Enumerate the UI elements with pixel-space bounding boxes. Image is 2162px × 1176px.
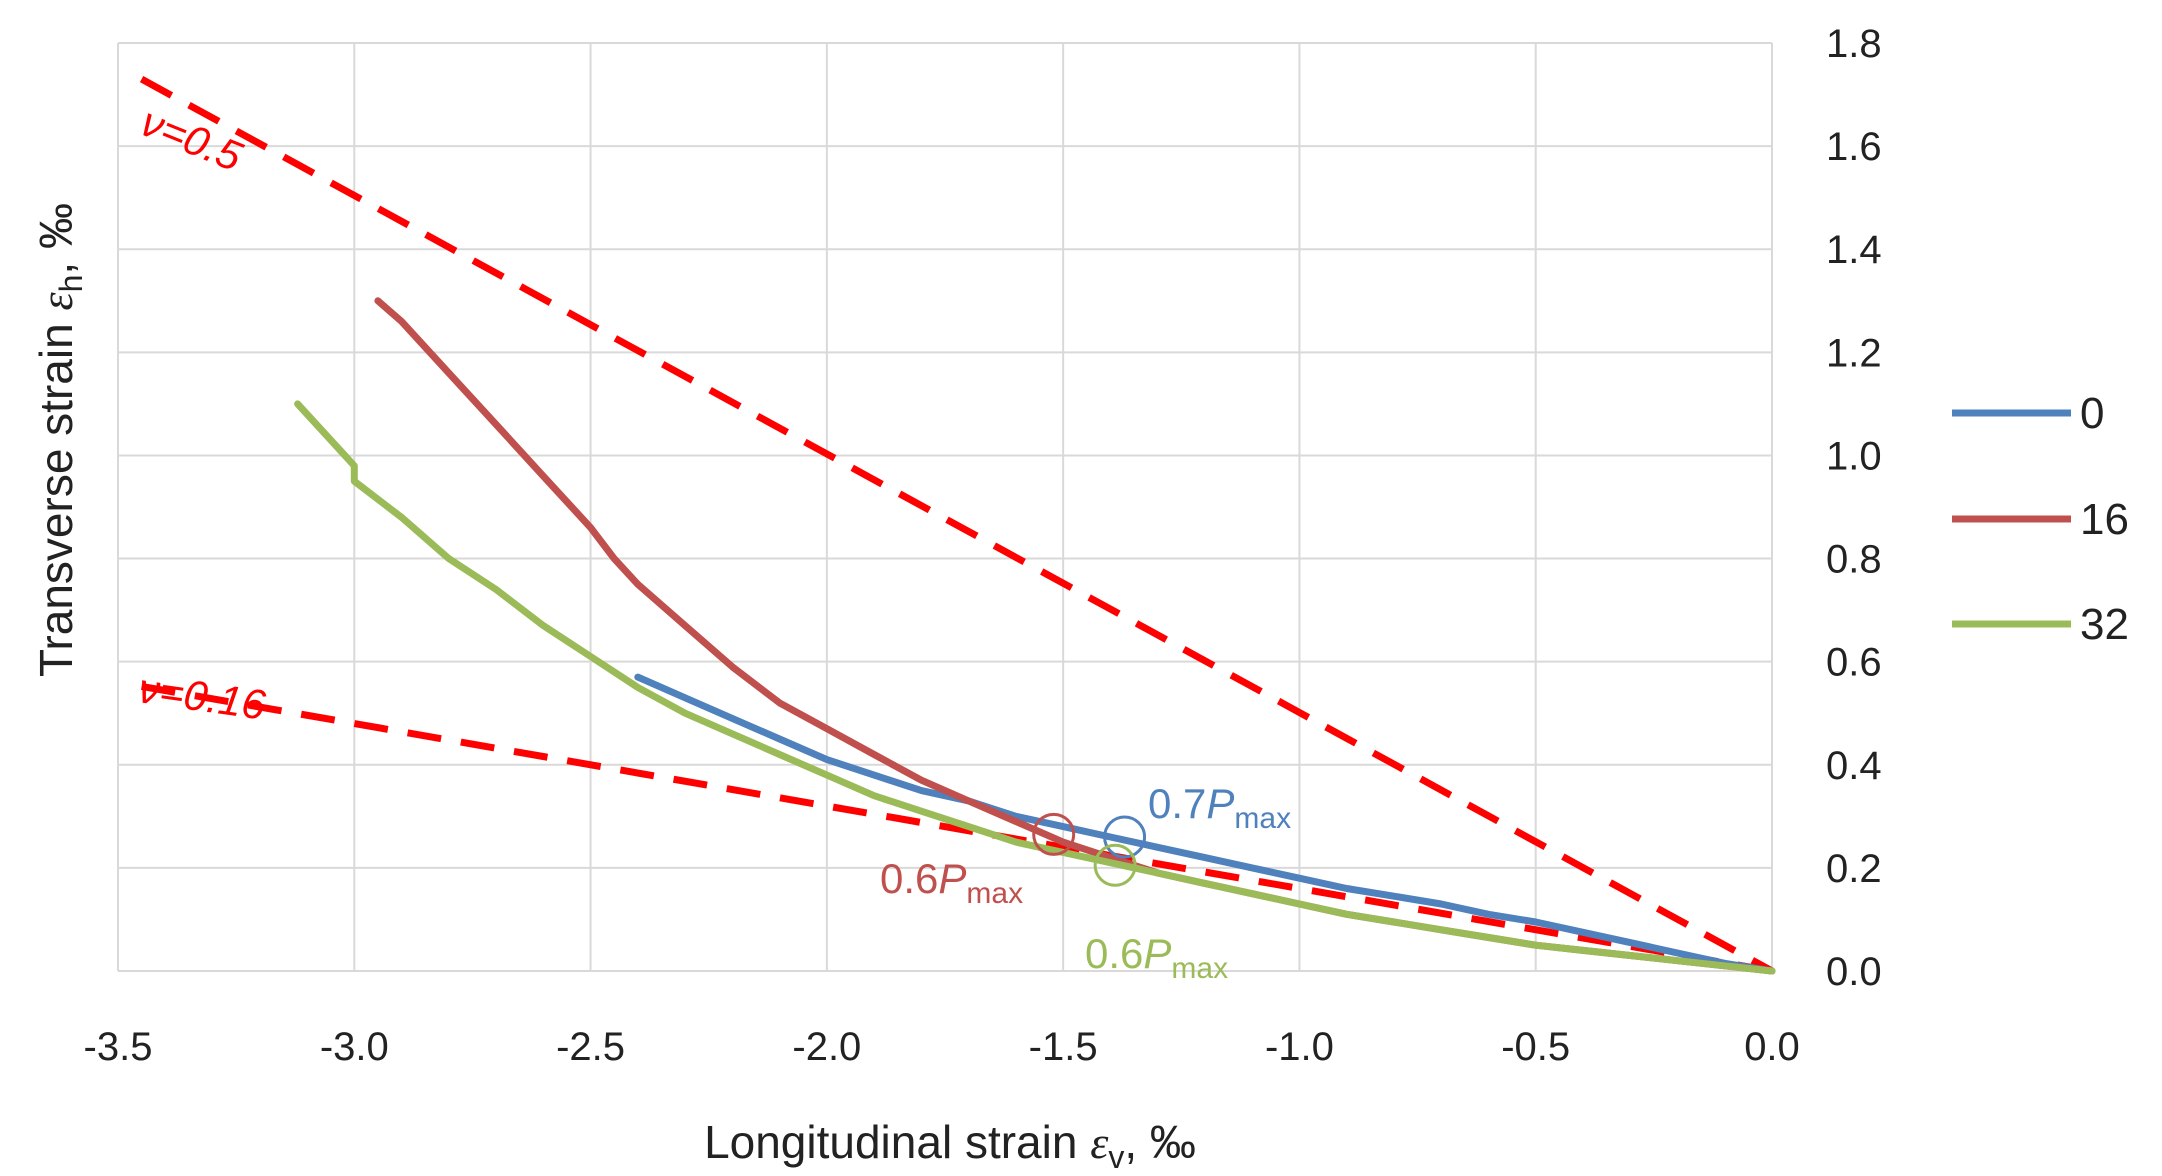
y-tick-label: 1.2: [1826, 331, 1882, 375]
marker-circle-0: [1103, 815, 1147, 859]
reference-line-labels: ν=0.5ν=0.16: [135, 98, 269, 729]
x-tick-label: -2.0: [792, 1025, 861, 1069]
reference-line: [139, 76, 1774, 975]
series-line-0: [634, 673, 1776, 975]
marker-annotation-0: 0.7Pmax: [1148, 780, 1291, 835]
x-axis-label: Longitudinal strain εv, ‰: [704, 1116, 1196, 1175]
y-tick-label: 1.8: [1826, 22, 1882, 66]
x-tick-label: -3.0: [320, 1025, 389, 1069]
reference-lines: [139, 76, 1774, 975]
y-tick-label: 0.0: [1826, 950, 1882, 994]
x-tick-label: -0.5: [1501, 1025, 1570, 1069]
y-tick-labels: 0.0 0.2 0.4 0.6 0.8 1.0 1.2 1.4 1.6 1.8: [1826, 22, 1882, 994]
grid: [117, 42, 1773, 972]
y-tick-label: 0.6: [1826, 641, 1882, 685]
y-tick-label: 0.8: [1826, 538, 1882, 582]
y-tick-label: 1.0: [1826, 434, 1882, 478]
marker-circle-16: [1032, 812, 1076, 856]
y-tick-label: 0.2: [1826, 847, 1882, 891]
x-tick-label: -1.5: [1029, 1025, 1098, 1069]
point-markers: [1032, 812, 1147, 887]
legend-label-16: 16: [2080, 495, 2129, 544]
y-tick-label: 0.4: [1826, 744, 1882, 788]
reference-line: [140, 682, 1773, 975]
marker-circle-32: [1093, 843, 1137, 887]
y-tick-label: 1.4: [1826, 228, 1882, 272]
x-tick-label: -3.5: [84, 1025, 153, 1069]
marker-annotation-16: 0.6Pmax: [880, 855, 1023, 910]
x-tick-label: -2.5: [556, 1025, 625, 1069]
marker-annotations: 0.7Pmax 0.6Pmax 0.6Pmax: [880, 780, 1291, 985]
series-line-32: [294, 400, 1776, 975]
legend-label-0: 0: [2080, 389, 2104, 438]
marker-annotation-32: 0.6Pmax: [1085, 930, 1228, 985]
x-tick-labels: -3.5 -3.0 -2.5 -2.0 -1.5 -1.0 -0.5 0.0: [84, 1025, 1800, 1069]
x-tick-label: 0.0: [1744, 1025, 1800, 1069]
x-tick-label: -1.0: [1265, 1025, 1334, 1069]
reference-line-label: ν=0.16: [136, 664, 269, 728]
series-lines: [294, 297, 1776, 975]
series-line-16: [374, 297, 1776, 975]
y-tick-label: 1.6: [1826, 125, 1882, 169]
y-axis-label: Transverse strain εh, ‰: [30, 203, 89, 677]
legend-label-32: 32: [2080, 600, 2129, 649]
legend: 0 16 32: [1952, 389, 2129, 649]
